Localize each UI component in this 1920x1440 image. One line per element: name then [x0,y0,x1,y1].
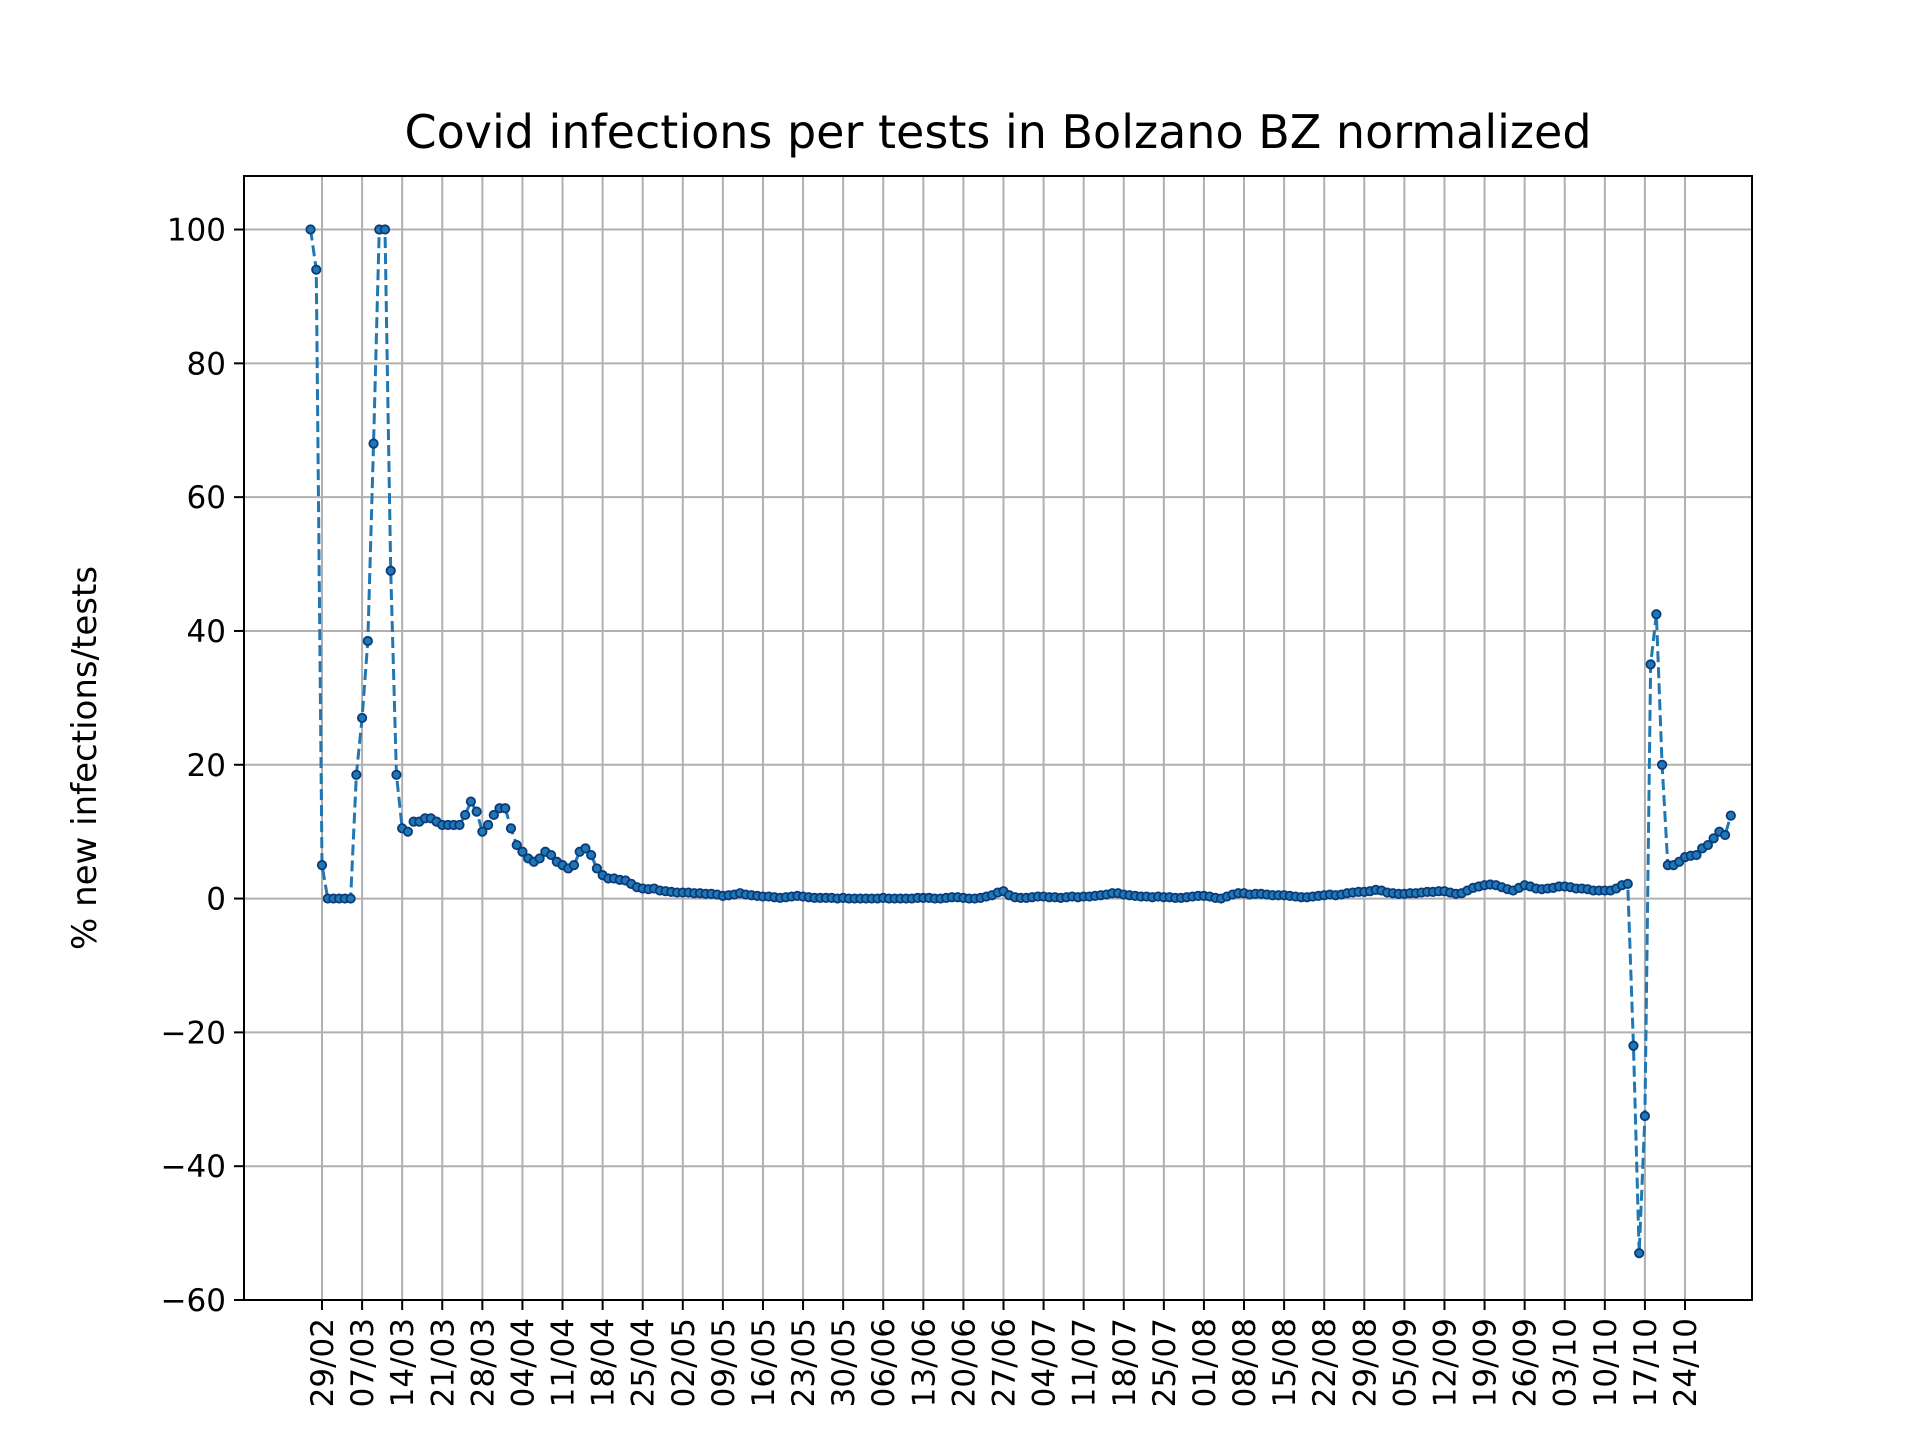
x-tick-label: 09/05 [706,1318,742,1407]
x-tick-label: 29/02 [305,1318,341,1407]
data-point [362,635,373,647]
x-tick-label: 04/07 [1027,1318,1063,1407]
data-point [379,224,391,235]
x-tick-label: 27/06 [987,1318,1023,1407]
y-tick-label: 100 [167,213,226,249]
x-tick-label: 24/10 [1668,1318,1704,1407]
x-tick-label: 21/03 [425,1318,461,1407]
y-tick-label: 20 [187,748,226,784]
data-point [591,863,602,874]
x-tick-label: 25/07 [1147,1318,1183,1407]
data-point [1708,833,1719,844]
x-tick-label: 29/08 [1347,1318,1383,1407]
y-tick-label: 80 [187,346,226,382]
x-tick-label: 18/04 [586,1318,622,1407]
y-axis-label: % new infections/tests [65,566,105,950]
data-point [385,565,396,576]
data-point [1634,1248,1645,1259]
data-point [477,826,488,837]
x-tick-label: 25/04 [626,1318,662,1407]
data-point [568,860,580,871]
y-tick-label: −60 [161,1283,226,1319]
x-tick-label: 06/06 [866,1318,902,1407]
data-point [465,796,476,807]
data-point [316,860,328,871]
y-tick-label: 0 [206,882,226,918]
x-axis-ticks: 29/02 07/03 14/03 21/03 28/03 04/04 11/04 18/04… [305,1300,1704,1407]
x-tick-label: 13/06 [906,1318,942,1407]
x-tick-label: 08/08 [1227,1318,1263,1407]
data-point [460,809,471,821]
data-point [1622,878,1633,889]
grid-lines [244,176,1752,1301]
data-point [517,846,528,857]
x-tick-label: 11/04 [546,1318,582,1407]
x-tick-label: 15/08 [1267,1318,1303,1407]
data-point [368,438,379,449]
data-point [482,819,494,831]
x-tick-label: 28/03 [465,1318,501,1407]
x-tick-label: 18/07 [1107,1318,1143,1407]
y-axis-ticks: −60 −40 −20 0 20 40 60 80 100 [161,213,244,1319]
x-tick-label: 14/03 [385,1318,421,1407]
y-tick-label: −40 [161,1149,226,1185]
y-tick-label: −20 [161,1015,226,1051]
data-point [351,769,362,780]
data-point [534,853,545,864]
chart-title: Covid infections per tests in Bolzano BZ… [404,105,1591,159]
plot-frame [243,175,1753,1301]
data-point [1645,659,1656,670]
x-tick-label: 20/06 [946,1318,982,1407]
y-tick-label: 60 [187,480,226,516]
data-point [305,224,316,235]
x-tick-label: 26/09 [1508,1318,1544,1407]
data-point [545,849,557,861]
data-point [1691,849,1702,861]
x-tick-label: 23/05 [786,1318,822,1407]
x-tick-label: 30/05 [826,1318,862,1407]
data-point [488,809,499,821]
data-point [505,823,517,834]
x-tick-label: 02/05 [666,1318,702,1407]
data-point [471,806,482,817]
data-point [500,803,511,814]
data-point [586,849,597,861]
x-tick-label: 01/08 [1187,1318,1223,1407]
data-point [580,843,591,854]
data-point [1651,609,1662,620]
x-tick-label: 04/04 [505,1318,541,1407]
data-point [511,839,522,851]
x-tick-label: 16/05 [746,1318,782,1407]
x-tick-label: 07/03 [345,1318,381,1407]
x-tick-label: 03/10 [1548,1318,1584,1407]
x-tick-label: 19/09 [1468,1318,1504,1407]
data-point [1656,759,1668,770]
data-point [1639,1110,1651,1122]
data-points [305,224,1736,1259]
data-point [402,826,413,837]
data-point [454,819,465,831]
data-point [1725,810,1736,821]
x-tick-label: 12/09 [1427,1318,1463,1407]
data-point [356,712,368,724]
x-tick-label: 05/09 [1387,1318,1423,1407]
x-tick-label: 10/10 [1588,1318,1624,1407]
data-point [1628,1040,1639,1051]
data-point [345,893,356,904]
y-tick-label: 40 [187,614,226,650]
data-point [311,264,322,275]
data-point [391,769,402,780]
data-point [1719,829,1731,841]
x-tick-label: 11/07 [1067,1318,1103,1407]
x-tick-label: 17/10 [1628,1318,1664,1407]
data-point [1702,839,1714,851]
x-tick-label: 22/08 [1307,1318,1343,1407]
